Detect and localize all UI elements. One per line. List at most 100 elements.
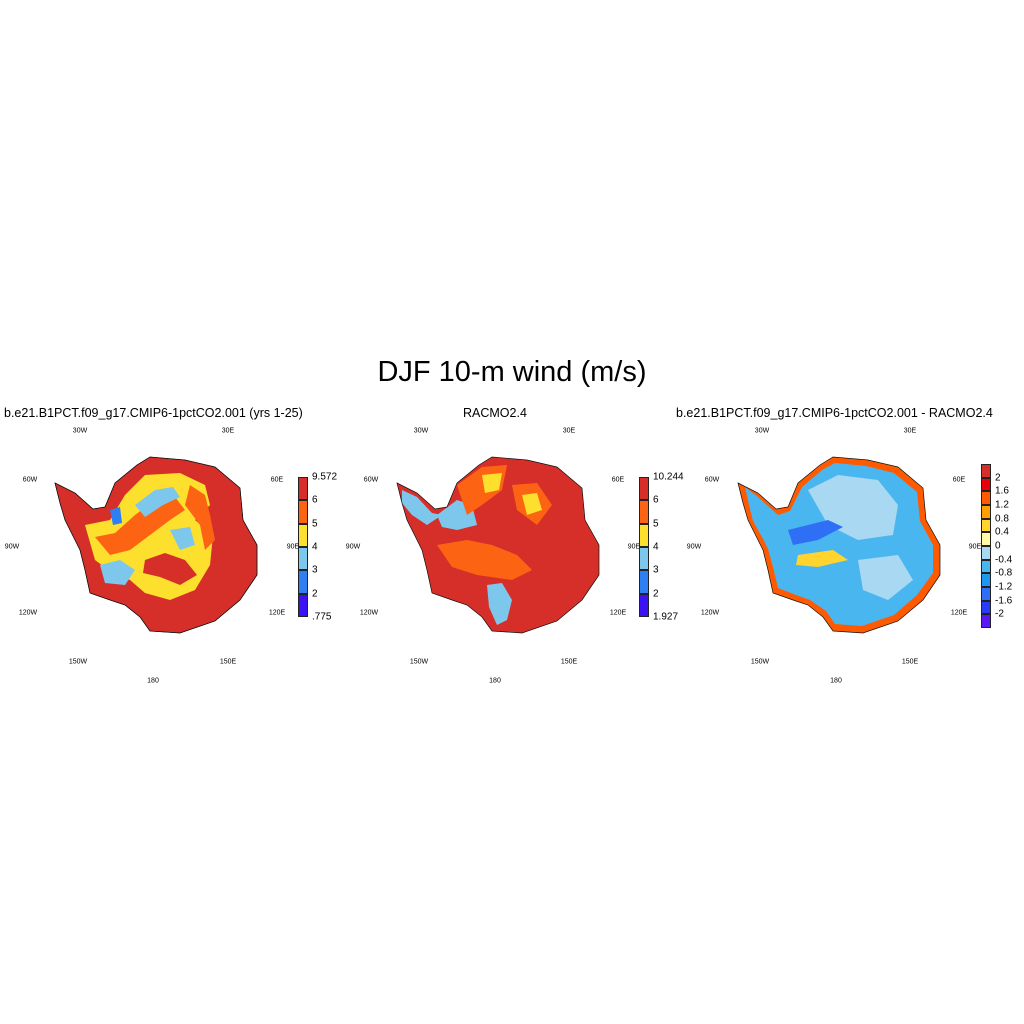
lon-label-60e: 60E <box>270 476 284 484</box>
lon-label-150w: 150W <box>68 658 88 666</box>
colorbar-swatch <box>981 464 991 478</box>
colorbar-label: 10.244 <box>653 471 684 483</box>
lon-label-60e: 60E <box>611 476 625 484</box>
colorbar-swatch <box>298 500 308 524</box>
lon-label-150e: 150E <box>219 658 237 666</box>
lon-label-30e: 30E <box>221 427 235 435</box>
lon-label-120w: 120W <box>700 609 720 617</box>
colorbar-label: 5 <box>312 518 318 530</box>
colorbar-label: 1.927 <box>653 611 679 623</box>
colorbar-swatch <box>298 570 308 594</box>
lon-label-90w: 90W <box>4 543 20 551</box>
colorbar-swatch <box>298 547 308 571</box>
colorbar-label: 6 <box>653 494 659 506</box>
lon-label-180: 180 <box>147 677 159 685</box>
interior-yellow-1 <box>482 473 502 493</box>
lon-label-60w: 60W <box>22 476 38 484</box>
colorbar-swatch <box>639 547 649 571</box>
lon-label-60w: 60W <box>363 476 379 484</box>
colorbar-swatch <box>298 523 308 547</box>
lon-label-90e: 90E <box>968 543 982 551</box>
panel-3-title: b.e21.B1PCT.f09_g17.CMIP6-1pctCO2.001 - … <box>676 406 993 420</box>
lon-label-90w: 90W <box>345 543 361 551</box>
interior-orange-band-1 <box>95 497 185 555</box>
colorbar-label: 1.6 <box>995 485 1009 497</box>
colorbar-label: 6 <box>312 494 318 506</box>
peninsula-blue <box>402 490 442 525</box>
colorbar-swatch <box>981 546 991 560</box>
colorbar-label: 0.4 <box>995 526 1009 538</box>
interior-pale-blue-2 <box>858 555 913 600</box>
lon-label-30w: 30W <box>754 427 770 435</box>
colorbar-swatch <box>639 477 649 501</box>
coastline <box>396 456 600 634</box>
interior-light-blue-2 <box>100 560 135 585</box>
interior-yellow-2 <box>522 493 542 515</box>
colorbar-swatch <box>981 600 991 615</box>
colorbar-swatch <box>639 593 649 617</box>
colorbar-label: 2 <box>995 472 1001 484</box>
coastline <box>737 456 941 634</box>
colorbar-label: .775 <box>312 611 332 623</box>
colorbar-swatch <box>981 491 991 505</box>
colorbar-label: -1.2 <box>995 581 1013 593</box>
colorbar-label: -2 <box>995 608 1004 620</box>
colorbar-swatch <box>981 505 991 519</box>
colorbar-swatch <box>981 559 991 574</box>
colorbar-swatch <box>298 593 308 617</box>
colorbar-swatch <box>981 518 991 533</box>
colorbar-label: 1.2 <box>995 499 1009 511</box>
lon-label-120w: 120W <box>18 609 38 617</box>
lon-label-30e: 30E <box>903 427 917 435</box>
colorbar-swatch <box>981 573 991 587</box>
colorbar-swatch <box>981 587 991 601</box>
lon-label-180: 180 <box>489 677 501 685</box>
lon-label-120w: 120W <box>359 609 379 617</box>
lon-label-150e: 150E <box>901 658 919 666</box>
colorbar-label: 2 <box>312 588 318 600</box>
lon-label-120e: 120E <box>268 609 286 617</box>
colorbar-label: 9.572 <box>312 471 338 483</box>
colorbar-label: -0.8 <box>995 567 1013 579</box>
interior-orange-3 <box>437 540 532 580</box>
lon-label-90w: 90W <box>686 543 702 551</box>
interior-dark-blue-streak <box>788 520 843 545</box>
colorbar-label: 4 <box>653 541 659 553</box>
ross-blue <box>487 583 512 625</box>
colorbar-label: 5 <box>653 518 659 530</box>
colorbar-label: -1.6 <box>995 595 1013 607</box>
interior-light-blue-1 <box>135 487 180 517</box>
panel-2-title: RACMO2.4 <box>463 406 527 420</box>
lon-label-30w: 30W <box>413 427 429 435</box>
colorbar-label: 0 <box>995 540 1001 552</box>
lon-label-120e: 120E <box>950 609 968 617</box>
interior-light-blue-4 <box>110 507 122 525</box>
lon-label-90e: 90E <box>286 543 300 551</box>
interior-warm-streak <box>796 550 848 567</box>
lon-label-60e: 60E <box>952 476 966 484</box>
colorbar-label: 0.8 <box>995 513 1009 525</box>
colorbar-label: 3 <box>312 564 318 576</box>
panel-1-title: b.e21.B1PCT.f09_g17.CMIP6-1pctCO2.001 (y… <box>4 406 303 420</box>
lon-label-120e: 120E <box>609 609 627 617</box>
lon-label-150w: 150W <box>409 658 429 666</box>
lon-label-150e: 150E <box>560 658 578 666</box>
colorbar-label: 2 <box>653 588 659 600</box>
interior-orange-band-3 <box>143 553 197 585</box>
colorbar-swatch <box>981 477 991 492</box>
colorbar-swatch <box>639 570 649 594</box>
colorbar-label: 3 <box>653 564 659 576</box>
colorbar-swatch <box>639 500 649 524</box>
colorbar-swatch <box>981 614 991 628</box>
lon-label-180: 180 <box>830 677 842 685</box>
colorbar-swatch <box>298 477 308 501</box>
interior-light-blue-3 <box>170 527 195 550</box>
colorbar-label: 4 <box>312 541 318 553</box>
figure-title: DJF 10-m wind (m/s) <box>377 356 647 388</box>
interior-orange-band-2 <box>185 485 215 550</box>
lon-label-30e: 30E <box>562 427 576 435</box>
colorbar-swatch <box>981 532 991 546</box>
